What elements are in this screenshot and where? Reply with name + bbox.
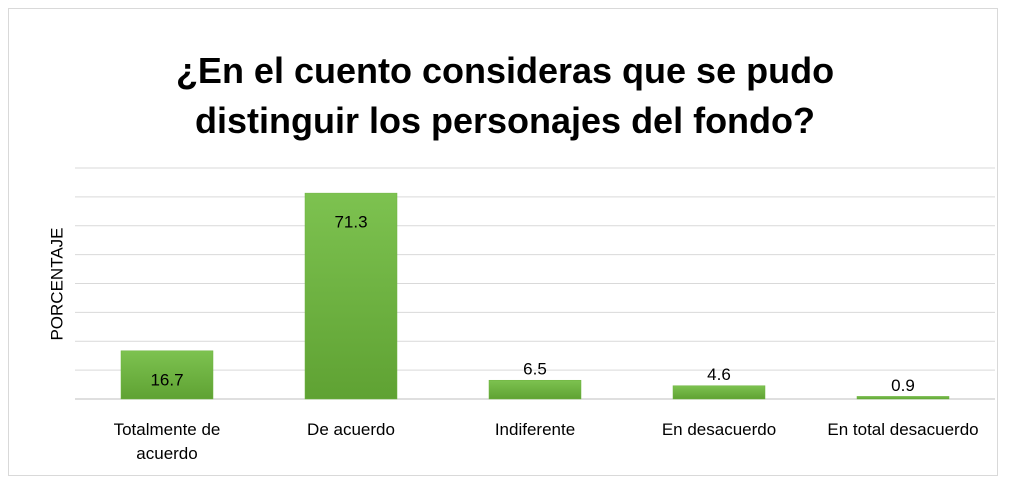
data-label: 4.6: [707, 365, 731, 384]
y-axis-label: PORCENTAJE: [47, 227, 66, 340]
data-label: 6.5: [523, 360, 547, 379]
x-tick-label: Indiferente: [494, 420, 576, 439]
bar: [488, 379, 582, 400]
bar: [672, 385, 766, 400]
chart-frame: [8, 8, 998, 476]
x-tick-label: Totalmente de acuerdo: [113, 420, 221, 463]
data-label: 0.9: [891, 376, 915, 395]
x-tick-label: En desacuerdo: [661, 420, 777, 439]
bar: [856, 396, 950, 400]
x-tick-label: De acuerdo: [307, 420, 395, 439]
bar: [120, 350, 214, 400]
bar: [304, 192, 398, 400]
chart-title: ¿En el cuento consideras que se pudo dis…: [175, 50, 835, 141]
x-tick-label: En total desacuerdo: [827, 420, 979, 439]
data-label: 71.3: [334, 213, 367, 232]
data-label: 16.7: [150, 370, 183, 389]
